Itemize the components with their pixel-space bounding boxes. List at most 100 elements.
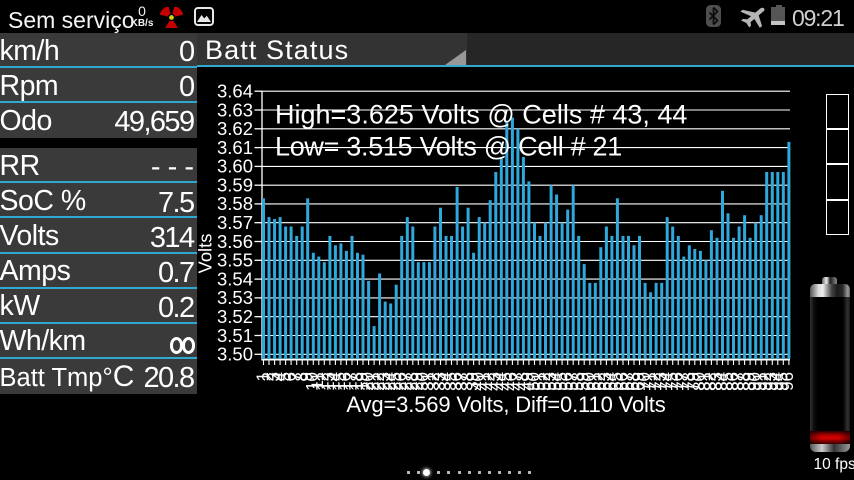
svg-text:18: 18 [347, 372, 366, 391]
svg-text:5: 5 [275, 372, 294, 381]
svg-text:41: 41 [474, 372, 493, 391]
svg-text:3.54: 3.54 [217, 268, 253, 289]
svg-text:Low= 3.515 Volts @ Cell # 21: Low= 3.515 Volts @ Cell # 21 [275, 132, 622, 162]
svg-text:28: 28 [402, 372, 421, 391]
svg-text:3.62: 3.62 [217, 118, 253, 139]
svg-text:High=3.625 Volts @ Cells # 43,: High=3.625 Volts @ Cells # 43, 44 [275, 100, 687, 130]
svg-text:92: 92 [756, 372, 775, 391]
svg-text:10: 10 [303, 372, 322, 391]
svg-text:77: 77 [673, 372, 692, 391]
svg-text:27: 27 [397, 372, 416, 391]
svg-text:58: 58 [568, 372, 587, 391]
svg-text:68: 68 [623, 372, 642, 391]
svg-text:38: 38 [457, 372, 476, 391]
svg-text:57: 57 [563, 372, 582, 391]
svg-text:3.57: 3.57 [217, 212, 253, 233]
svg-text:71: 71 [640, 372, 659, 391]
svg-text:88: 88 [734, 372, 753, 391]
svg-text:21: 21 [363, 372, 382, 391]
svg-text:17: 17 [341, 372, 360, 391]
svg-text:80: 80 [690, 372, 709, 391]
svg-text:76: 76 [668, 372, 687, 391]
svg-text:40: 40 [469, 372, 488, 391]
svg-text:49: 49 [518, 372, 537, 391]
svg-text:52: 52 [535, 372, 554, 391]
svg-text:48: 48 [513, 372, 532, 391]
svg-text:3: 3 [264, 372, 283, 381]
svg-text:23: 23 [375, 372, 394, 391]
svg-text:63: 63 [596, 372, 615, 391]
svg-text:3.50: 3.50 [217, 344, 253, 365]
svg-text:47: 47 [507, 372, 526, 391]
svg-text:Avg=3.569 Volts, Diff=0.110 Vo: Avg=3.569 Volts, Diff=0.110 Volts [346, 392, 665, 417]
svg-text:19: 19 [352, 372, 371, 391]
svg-text:70: 70 [634, 372, 653, 391]
svg-text:62: 62 [590, 372, 609, 391]
svg-text:94: 94 [767, 372, 786, 391]
svg-text:90: 90 [745, 372, 764, 391]
svg-text:43: 43 [485, 372, 504, 391]
svg-text:64: 64 [601, 372, 620, 391]
svg-text:86: 86 [723, 372, 742, 391]
svg-text:3.51: 3.51 [217, 325, 253, 346]
svg-text:9: 9 [297, 372, 316, 381]
svg-text:96: 96 [778, 372, 797, 391]
svg-text:73: 73 [651, 372, 670, 391]
svg-text:50: 50 [524, 372, 543, 391]
svg-text:26: 26 [391, 372, 410, 391]
svg-text:13: 13 [319, 372, 338, 391]
svg-text:75: 75 [662, 372, 681, 391]
svg-text:45: 45 [496, 372, 515, 391]
svg-text:61: 61 [585, 372, 604, 391]
svg-text:84: 84 [712, 372, 731, 391]
svg-text:37: 37 [452, 372, 471, 391]
svg-text:69: 69 [629, 372, 648, 391]
svg-text:16: 16 [336, 372, 355, 391]
svg-text:3.52: 3.52 [217, 306, 253, 327]
svg-text:36: 36 [446, 372, 465, 391]
svg-text:3.53: 3.53 [217, 287, 253, 308]
svg-text:2: 2 [258, 372, 277, 381]
svg-text:65: 65 [607, 372, 626, 391]
svg-text:85: 85 [717, 372, 736, 391]
svg-text:22: 22 [369, 372, 388, 391]
svg-text:Volts: Volts [195, 234, 216, 274]
svg-text:14: 14 [325, 372, 344, 391]
svg-text:33: 33 [430, 372, 449, 391]
svg-text:3.55: 3.55 [217, 250, 253, 271]
svg-text:3.60: 3.60 [217, 156, 253, 177]
svg-text:3.63: 3.63 [217, 99, 253, 120]
svg-text:55: 55 [551, 372, 570, 391]
svg-text:83: 83 [706, 372, 725, 391]
svg-text:82: 82 [701, 372, 720, 391]
svg-text:74: 74 [657, 372, 676, 391]
svg-text:79: 79 [684, 372, 703, 391]
svg-text:3.58: 3.58 [217, 193, 253, 214]
svg-text:24: 24 [380, 372, 399, 391]
svg-text:7: 7 [286, 372, 305, 381]
svg-text:89: 89 [739, 372, 758, 391]
svg-text:25: 25 [386, 372, 405, 391]
svg-text:31: 31 [419, 372, 438, 391]
svg-text:60: 60 [579, 372, 598, 391]
svg-text:67: 67 [618, 372, 637, 391]
svg-text:4: 4 [269, 372, 288, 381]
svg-text:95: 95 [773, 372, 792, 391]
svg-text:8: 8 [292, 372, 311, 381]
svg-text:42: 42 [480, 372, 499, 391]
svg-text:12: 12 [314, 372, 333, 391]
svg-text:72: 72 [645, 372, 664, 391]
svg-text:32: 32 [424, 372, 443, 391]
svg-text:6: 6 [280, 372, 299, 381]
svg-text:30: 30 [413, 372, 432, 391]
svg-text:51: 51 [529, 372, 548, 391]
svg-text:53: 53 [540, 372, 559, 391]
svg-text:81: 81 [695, 372, 714, 391]
svg-text:34: 34 [435, 372, 454, 391]
svg-text:87: 87 [728, 372, 747, 391]
svg-text:3.56: 3.56 [217, 231, 253, 252]
svg-text:54: 54 [546, 372, 565, 391]
svg-text:11: 11 [308, 372, 327, 390]
svg-text:59: 59 [574, 372, 593, 391]
svg-text:3.61: 3.61 [217, 137, 253, 158]
